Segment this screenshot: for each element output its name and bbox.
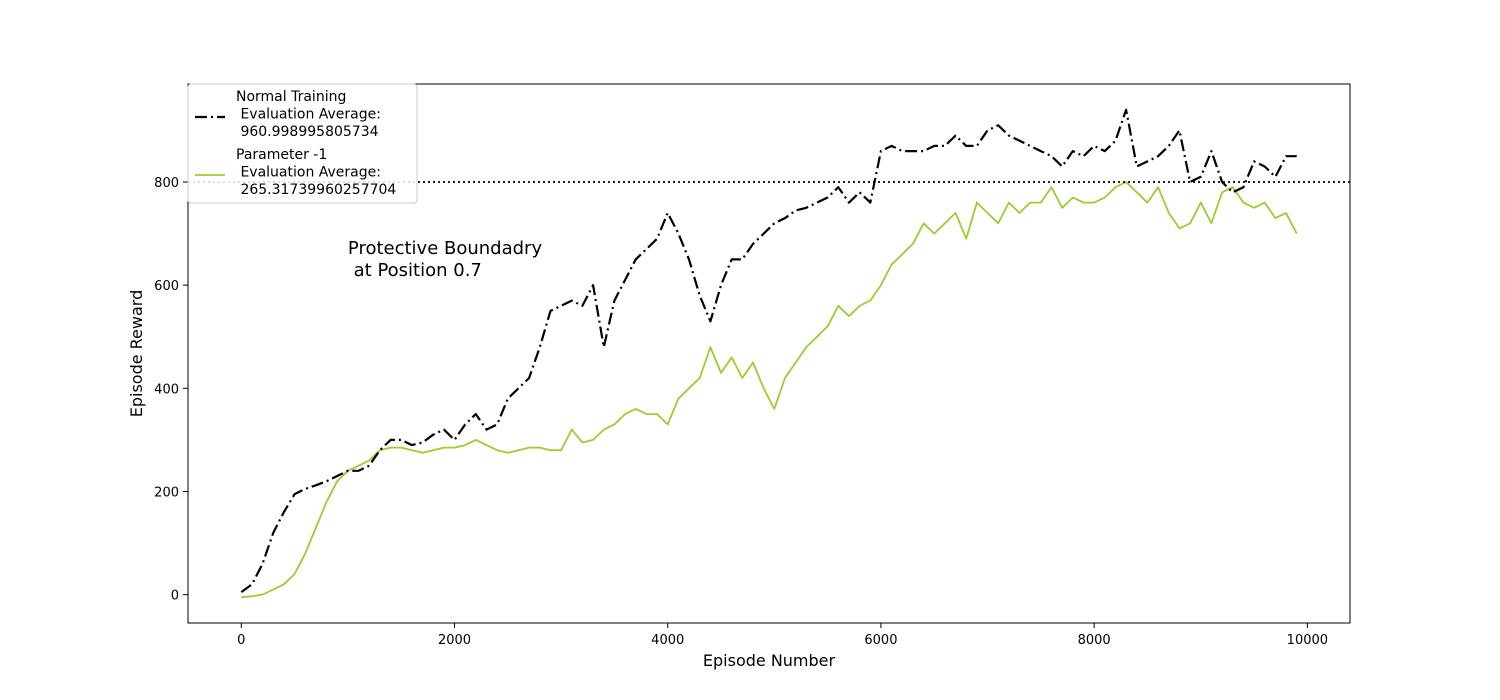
series-line-normal-training: [240, 108, 1297, 593]
x-tick-label: 0: [237, 633, 245, 648]
x-tick-label: 2000: [438, 633, 471, 648]
plot-area: [188, 108, 1350, 599]
legend-entry-label: Parameter -1 Evaluation Average: 265.317…: [236, 147, 396, 198]
x-axis-label: Episode Number: [703, 651, 836, 670]
x-tick-label: 8000: [1078, 633, 1111, 648]
x-tick-label: 4000: [651, 633, 684, 648]
y-tick-label: 400: [154, 382, 179, 397]
y-tick-label: 200: [154, 485, 179, 500]
legend-entry-label: Normal Training Evaluation Average: 960.…: [236, 89, 381, 140]
y-tick-label: 800: [154, 176, 179, 191]
axes-frame: [187, 83, 1351, 624]
legend: Normal Training Evaluation Average: 960.…: [187, 83, 418, 204]
annotation-line: at Position 0.7: [348, 260, 482, 281]
series-line-parameter-minus-1: [241, 181, 1298, 599]
y-axis-label: Episode Reward: [127, 290, 146, 418]
series-layer: [240, 108, 1298, 599]
x-axis: 0 2000 4000 6000 8000 10000: [237, 623, 1328, 648]
annotation-line: Protective Boundadry: [348, 238, 543, 259]
y-axis: 0 200 400 600 800: [154, 176, 188, 604]
y-tick-label: 600: [154, 279, 179, 294]
x-tick-label: 10000: [1287, 633, 1328, 648]
boundary-annotation: Protective Boundadry at Position 0.7: [348, 238, 543, 281]
legend-box: [187, 83, 418, 204]
y-tick-label: 0: [171, 589, 179, 604]
x-tick-label: 6000: [864, 633, 897, 648]
